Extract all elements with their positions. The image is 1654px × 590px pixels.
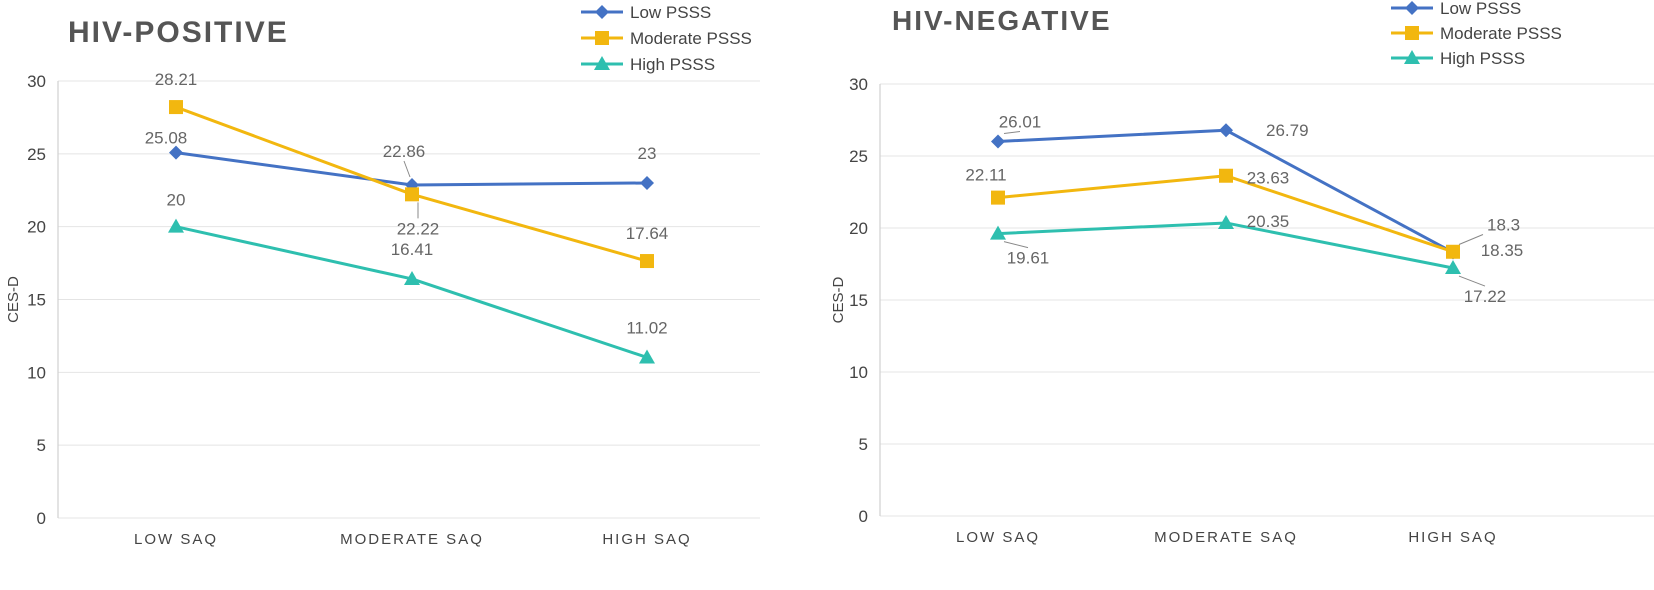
y-axis-label: CES-D [830,276,847,323]
x-tick-label: MODERATE SAQ [340,531,484,548]
data-point-marker [1446,244,1460,259]
chart-title: HIV-POSITIVE [68,16,289,49]
y-tick-label: 15 [27,291,46,310]
y-tick-label: 10 [849,363,868,382]
data-label: 22.22 [397,219,440,238]
data-label: 26.79 [1266,121,1309,140]
data-label-leader [1003,241,1029,249]
data-label: 20 [167,191,186,210]
chart-title: HIV-NEGATIVE [892,5,1112,36]
y-tick-label: 30 [849,75,868,94]
data-point-marker [1445,260,1461,275]
chart-panel-2: HIV-NEGATIVE 0 5 10 15 20 25 30 CES-D LOW SAQ MODE… [830,0,1654,546]
legend-label: High PSSS [630,55,715,74]
chart-panel-1: HIV-POSITIVE 0 5 10 15 20 25 30 CES-D LOW SAQ MODE… [5,3,760,548]
x-tick-label: LOW SAQ [134,531,218,548]
data-label: 11.02 [626,318,667,337]
x-tick-label: LOW SAQ [956,529,1040,546]
data-label: 20.35 [1247,212,1290,231]
data-point-marker [169,145,183,160]
data-label: 25.08 [145,129,188,148]
data-point-marker [640,175,654,190]
series-line-moderate-psss [997,174,1454,254]
y-tick-label: 25 [27,145,46,164]
legend-marker [595,31,609,45]
data-point-marker [990,225,1006,240]
data-label: 16.41 [391,240,434,259]
data-point-marker [405,187,419,202]
data-label: 22.11 [965,166,1006,185]
y-axis-label: CES-D [5,276,22,323]
legend-marker [1405,26,1419,40]
data-label: 17.64 [626,224,669,243]
data-point-marker [1219,168,1233,183]
data-point-marker [991,190,1005,205]
y-tick-label: 0 [859,507,868,526]
data-point-marker [404,270,420,285]
data-point-marker [1219,123,1233,138]
legend-marker [1405,1,1419,15]
data-point-marker [1218,214,1234,229]
legend-label: Moderate PSSS [1440,24,1562,43]
y-tick-label: 5 [37,436,46,455]
data-label: 18.35 [1481,241,1524,260]
data-label: 26.01 [999,112,1042,131]
y-tick-label: 20 [849,219,868,238]
x-tick-label: HIGH SAQ [602,531,691,548]
legend-marker [1404,50,1420,64]
legend-label: Low PSSS [630,3,711,22]
data-point-marker [639,349,655,364]
data-point-marker [640,254,654,269]
x-tick-label: HIGH SAQ [1408,529,1497,546]
y-tick-label: 25 [849,147,868,166]
data-point-marker [991,134,1005,149]
data-label-leader [1458,234,1484,245]
data-label: 23 [638,144,657,163]
data-label: 18.3 [1487,215,1520,234]
data-point-marker [168,218,184,233]
data-label-leader [403,160,411,178]
legend-marker [594,56,610,70]
data-label: 22.86 [383,142,426,161]
data-point-marker [169,100,183,115]
data-label: 28.21 [155,70,198,89]
legend-label: Low PSSS [1440,0,1521,18]
data-label: 17.22 [1464,287,1507,306]
data-label-leader [1458,275,1486,287]
legend-label: High PSSS [1440,49,1525,68]
y-tick-label: 0 [37,509,46,528]
y-tick-label: 5 [859,435,868,454]
y-tick-label: 15 [849,291,868,310]
data-label: 19.61 [1007,249,1050,268]
data-label-leader [1003,130,1021,134]
y-tick-label: 10 [27,363,46,382]
y-tick-label: 30 [27,72,46,91]
x-tick-label: MODERATE SAQ [1154,529,1298,546]
data-label: 23.63 [1247,169,1290,188]
legend-label: Moderate PSSS [630,29,752,48]
legend-marker [595,5,609,19]
y-tick-label: 20 [27,218,46,237]
